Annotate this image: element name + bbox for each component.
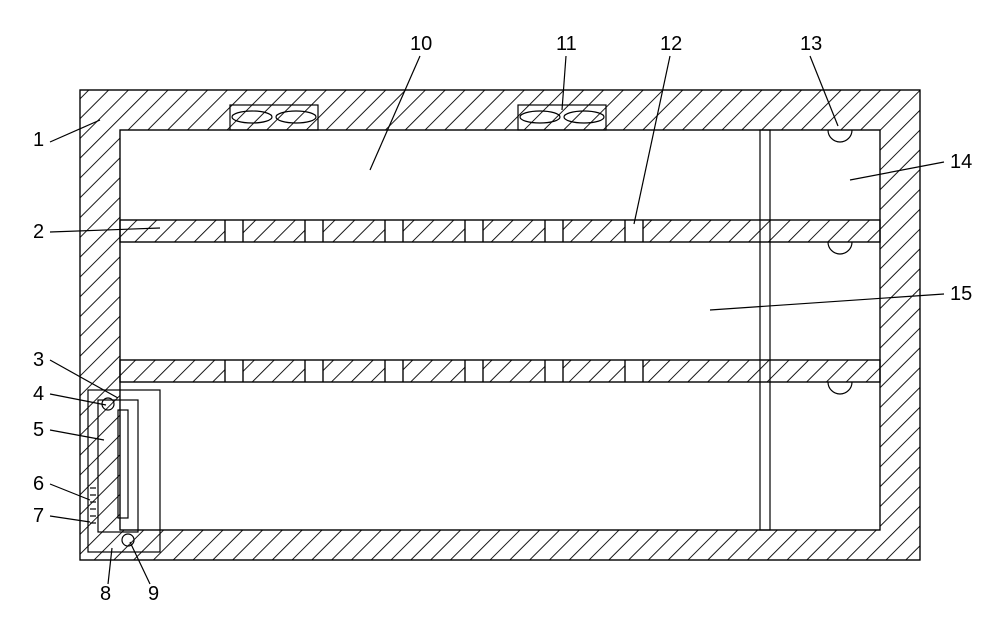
label-6: 6 [33,473,44,495]
label-3: 3 [33,349,44,371]
label-10: 10 [410,33,432,55]
label-1: 1 [33,129,44,151]
label-2: 2 [33,221,44,243]
shelf-1 [120,220,880,242]
bump-3 [828,382,852,394]
label-4: 4 [33,383,44,405]
shelf-2 [120,360,880,382]
label-7: 7 [33,505,44,527]
label-9: 9 [148,583,159,605]
inner-border [120,130,880,530]
label-8: 8 [100,583,111,605]
label-5: 5 [33,419,44,441]
label-13: 13 [800,33,822,55]
label-14: 14 [950,151,972,173]
outer-frame [80,90,920,560]
label-12: 12 [660,33,682,55]
leader-12 [634,56,670,224]
bump-2 [828,242,852,254]
label-15: 15 [950,283,972,305]
bump-1 [828,130,852,142]
vertical-divider [760,130,770,530]
outer-border [80,90,920,560]
label-11: 11 [556,33,577,55]
